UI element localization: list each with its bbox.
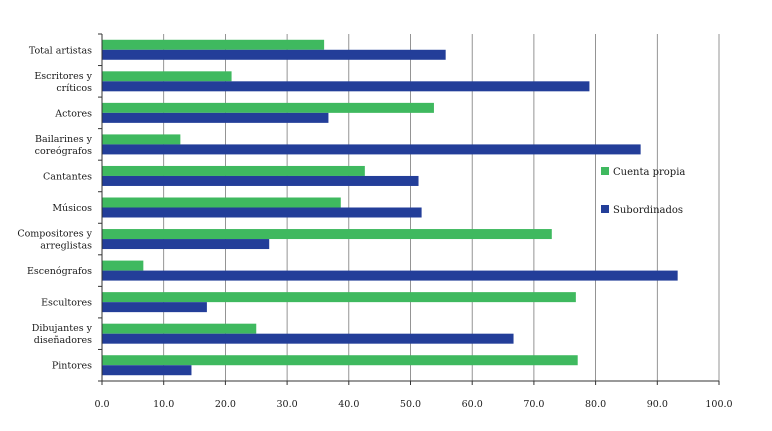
category-label: Bailarines y coreógrafos — [35, 134, 93, 157]
category-label: Compositores y arreglistas — [17, 229, 92, 252]
x-tick-label: 20.0 — [215, 399, 236, 410]
legend-swatch-cuenta-propia — [601, 167, 609, 175]
category-label-line: arreglistas — [40, 241, 92, 252]
bar-cuenta-propia — [102, 355, 578, 366]
category-label-line: coreógrafos — [35, 146, 92, 157]
category-label: Músicos — [52, 203, 92, 214]
x-tick-label: 90.0 — [647, 399, 668, 410]
category-label: Escultores — [41, 298, 92, 309]
bar-subordinados — [102, 207, 422, 218]
bar-cuenta-propia — [102, 229, 552, 240]
bar-subordinados — [102, 365, 192, 376]
category-label: Total artistas — [29, 45, 92, 56]
bar-subordinados — [102, 239, 270, 250]
x-tick-label: 40.0 — [338, 399, 359, 410]
bar-cuenta-propia — [102, 102, 434, 113]
legend-label-subordinados: Subordinados — [613, 205, 683, 216]
category-label-line: Cantantes — [43, 171, 92, 182]
bar-cuenta-propia — [102, 165, 365, 176]
x-tick-label: 30.0 — [277, 399, 298, 410]
category-label: Escenógrafos — [27, 266, 92, 277]
category-label: Pintores — [52, 361, 92, 372]
bars — [102, 39, 678, 376]
category-label-line: Escenógrafos — [27, 266, 92, 277]
bar-subordinados — [102, 270, 678, 281]
x-tick-label: 70.0 — [523, 399, 544, 410]
x-tick-label: 100.0 — [705, 399, 732, 410]
category-label-line: críticos — [56, 83, 92, 94]
bar-subordinados — [102, 302, 207, 313]
bar-cuenta-propia — [102, 197, 341, 208]
x-tick-label: 60.0 — [462, 399, 483, 410]
bar-subordinados — [102, 144, 641, 155]
x-tick-label: 10.0 — [153, 399, 174, 410]
category-label: Cantantes — [43, 171, 92, 182]
bar-cuenta-propia — [102, 71, 232, 82]
category-label-line: Compositores y — [17, 229, 92, 240]
category-label: Dibujantes y diseñadores — [32, 323, 93, 346]
category-label-line: Total artistas — [29, 45, 92, 56]
bar-cuenta-propia — [102, 134, 181, 145]
bar-cuenta-propia — [102, 260, 144, 271]
category-label-line: Bailarines y — [35, 134, 93, 145]
legend: Cuenta propia Subordinados — [601, 167, 685, 216]
category-labels: Total artistas Escritores y críticos Actore… — [17, 45, 92, 371]
category-label-line: Escritores y — [34, 71, 92, 82]
bar-cuenta-propia — [102, 39, 325, 50]
category-label-line: Pintores — [52, 361, 92, 372]
x-tick-label: 0.0 — [94, 399, 109, 410]
bar-cuenta-propia — [102, 292, 576, 303]
x-tick-labels: 0.0 10.0 20.0 30.0 40.0 50.0 60.0 70.0 80.0 90.0 1… — [94, 399, 732, 410]
category-label: Actores — [54, 108, 92, 119]
legend-label-cuenta-propia: Cuenta propia — [613, 167, 685, 178]
category-label: Escritores y críticos — [34, 71, 92, 94]
category-label-line: Escultores — [41, 298, 92, 309]
bar-subordinados — [102, 175, 419, 186]
x-tick-label: 50.0 — [400, 399, 421, 410]
bar-subordinados — [102, 81, 590, 92]
category-label-line: Dibujantes y — [32, 323, 93, 334]
category-label-line: diseñadores — [34, 335, 92, 346]
category-label-line: Actores — [54, 108, 92, 119]
bar-subordinados — [102, 112, 329, 123]
legend-swatch-subordinados — [601, 205, 609, 213]
bar-subordinados — [102, 49, 446, 60]
axes — [98, 33, 720, 385]
x-tick-label: 80.0 — [585, 399, 606, 410]
bar-subordinados — [102, 333, 514, 344]
category-label-line: Músicos — [52, 203, 92, 214]
bar-cuenta-propia — [102, 323, 257, 334]
